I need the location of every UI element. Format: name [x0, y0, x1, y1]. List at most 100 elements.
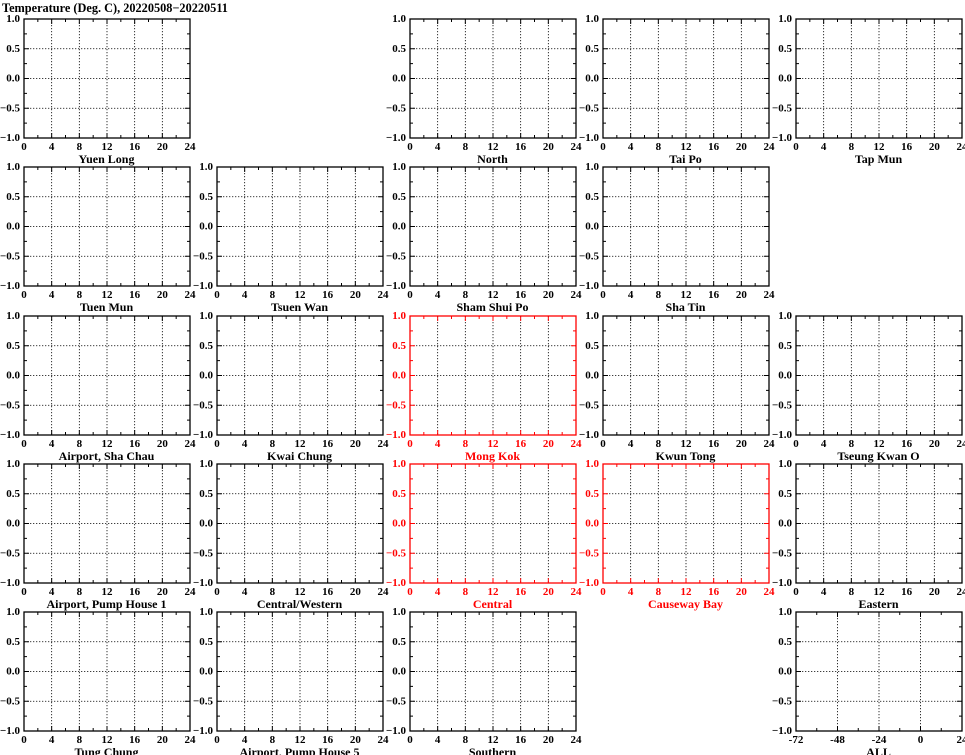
- svg-text:−1.0: −1.0: [578, 577, 599, 589]
- svg-text:0.0: 0.0: [199, 221, 213, 233]
- svg-text:0.5: 0.5: [778, 488, 792, 500]
- svg-text:1.0: 1.0: [6, 310, 20, 322]
- svg-text:0.0: 0.0: [585, 369, 599, 381]
- svg-text:−0.5: −0.5: [578, 102, 599, 114]
- svg-text:0.5: 0.5: [778, 636, 792, 648]
- svg-text:1.0: 1.0: [778, 458, 792, 470]
- svg-text:0.0: 0.0: [778, 666, 792, 678]
- svg-text:−0.5: −0.5: [771, 399, 792, 411]
- svg-text:−0.5: −0.5: [385, 250, 406, 262]
- svg-text:1.0: 1.0: [199, 310, 213, 322]
- svg-text:0.0: 0.0: [585, 517, 599, 529]
- svg-text:1.0: 1.0: [392, 13, 406, 25]
- svg-text:−1.0: −1.0: [192, 280, 213, 292]
- svg-text:−1.0: −1.0: [385, 429, 406, 441]
- svg-text:−0.5: −0.5: [0, 695, 20, 707]
- svg-text:0.5: 0.5: [392, 488, 406, 500]
- svg-text:1.0: 1.0: [585, 161, 599, 173]
- svg-text:0.5: 0.5: [6, 43, 20, 55]
- svg-text:0.5: 0.5: [778, 339, 792, 351]
- svg-text:−1.0: −1.0: [0, 725, 20, 737]
- svg-text:−1.0: −1.0: [385, 132, 406, 144]
- svg-text:0.0: 0.0: [778, 72, 792, 84]
- svg-text:0.0: 0.0: [199, 517, 213, 529]
- svg-text:1.0: 1.0: [585, 310, 599, 322]
- svg-text:0.5: 0.5: [392, 43, 406, 55]
- svg-text:−0.5: −0.5: [385, 399, 406, 411]
- svg-text:−1.0: −1.0: [385, 577, 406, 589]
- svg-text:0.5: 0.5: [199, 488, 213, 500]
- svg-text:1.0: 1.0: [6, 161, 20, 173]
- svg-text:1.0: 1.0: [392, 458, 406, 470]
- svg-text:−0.5: −0.5: [192, 695, 213, 707]
- svg-text:1.0: 1.0: [392, 161, 406, 173]
- svg-text:0.5: 0.5: [585, 43, 599, 55]
- svg-text:0.0: 0.0: [199, 666, 213, 678]
- svg-text:−1.0: −1.0: [192, 725, 213, 737]
- svg-text:1.0: 1.0: [778, 310, 792, 322]
- svg-text:−0.5: −0.5: [192, 399, 213, 411]
- svg-text:0.0: 0.0: [585, 221, 599, 233]
- svg-text:1.0: 1.0: [199, 606, 213, 618]
- svg-text:−1.0: −1.0: [385, 280, 406, 292]
- svg-text:−1.0: −1.0: [771, 429, 792, 441]
- svg-text:0.5: 0.5: [392, 636, 406, 648]
- svg-text:−1.0: −1.0: [0, 132, 20, 144]
- svg-text:−0.5: −0.5: [385, 547, 406, 559]
- svg-text:0.5: 0.5: [392, 339, 406, 351]
- svg-text:−0.5: −0.5: [0, 399, 20, 411]
- svg-text:1.0: 1.0: [585, 13, 599, 25]
- svg-text:0.5: 0.5: [6, 191, 20, 203]
- svg-text:0.0: 0.0: [199, 369, 213, 381]
- svg-text:−1.0: −1.0: [0, 280, 20, 292]
- svg-text:0.5: 0.5: [778, 43, 792, 55]
- svg-text:−0.5: −0.5: [0, 250, 20, 262]
- svg-text:0.0: 0.0: [6, 369, 20, 381]
- svg-text:−0.5: −0.5: [385, 695, 406, 707]
- svg-text:0.5: 0.5: [199, 636, 213, 648]
- svg-text:0.5: 0.5: [6, 339, 20, 351]
- svg-text:−0.5: −0.5: [192, 547, 213, 559]
- svg-text:−1.0: −1.0: [771, 132, 792, 144]
- svg-text:0.0: 0.0: [6, 72, 20, 84]
- svg-text:0.5: 0.5: [199, 191, 213, 203]
- svg-text:−1.0: −1.0: [192, 577, 213, 589]
- svg-text:0.0: 0.0: [392, 517, 406, 529]
- svg-text:0.5: 0.5: [585, 488, 599, 500]
- svg-text:−0.5: −0.5: [771, 102, 792, 114]
- svg-text:1.0: 1.0: [392, 310, 406, 322]
- svg-text:−1.0: −1.0: [578, 280, 599, 292]
- svg-text:1.0: 1.0: [6, 13, 20, 25]
- svg-text:0.5: 0.5: [392, 191, 406, 203]
- svg-text:1.0: 1.0: [778, 13, 792, 25]
- svg-text:−0.5: −0.5: [192, 250, 213, 262]
- svg-text:0.0: 0.0: [6, 666, 20, 678]
- svg-text:−1.0: −1.0: [192, 429, 213, 441]
- svg-text:−0.5: −0.5: [771, 695, 792, 707]
- svg-text:−1.0: −1.0: [578, 132, 599, 144]
- svg-text:1.0: 1.0: [199, 458, 213, 470]
- svg-text:0.5: 0.5: [585, 191, 599, 203]
- svg-text:1.0: 1.0: [199, 161, 213, 173]
- svg-text:0.0: 0.0: [392, 666, 406, 678]
- svg-text:−0.5: −0.5: [578, 547, 599, 559]
- svg-text:1.0: 1.0: [392, 606, 406, 618]
- svg-text:0.0: 0.0: [778, 517, 792, 529]
- svg-text:1.0: 1.0: [585, 458, 599, 470]
- svg-text:0.0: 0.0: [778, 369, 792, 381]
- svg-text:−1.0: −1.0: [0, 577, 20, 589]
- svg-text:0.0: 0.0: [585, 72, 599, 84]
- svg-text:−0.5: −0.5: [0, 547, 20, 559]
- svg-text:−0.5: −0.5: [0, 102, 20, 114]
- svg-text:−0.5: −0.5: [385, 102, 406, 114]
- svg-text:0.0: 0.0: [392, 369, 406, 381]
- svg-text:−0.5: −0.5: [578, 250, 599, 262]
- svg-text:0.0: 0.0: [6, 221, 20, 233]
- svg-text:0.0: 0.0: [392, 221, 406, 233]
- svg-text:1.0: 1.0: [6, 458, 20, 470]
- svg-text:1.0: 1.0: [6, 606, 20, 618]
- svg-text:0.0: 0.0: [6, 517, 20, 529]
- svg-text:1.0: 1.0: [778, 606, 792, 618]
- svg-text:0.5: 0.5: [585, 339, 599, 351]
- svg-text:0.5: 0.5: [6, 488, 20, 500]
